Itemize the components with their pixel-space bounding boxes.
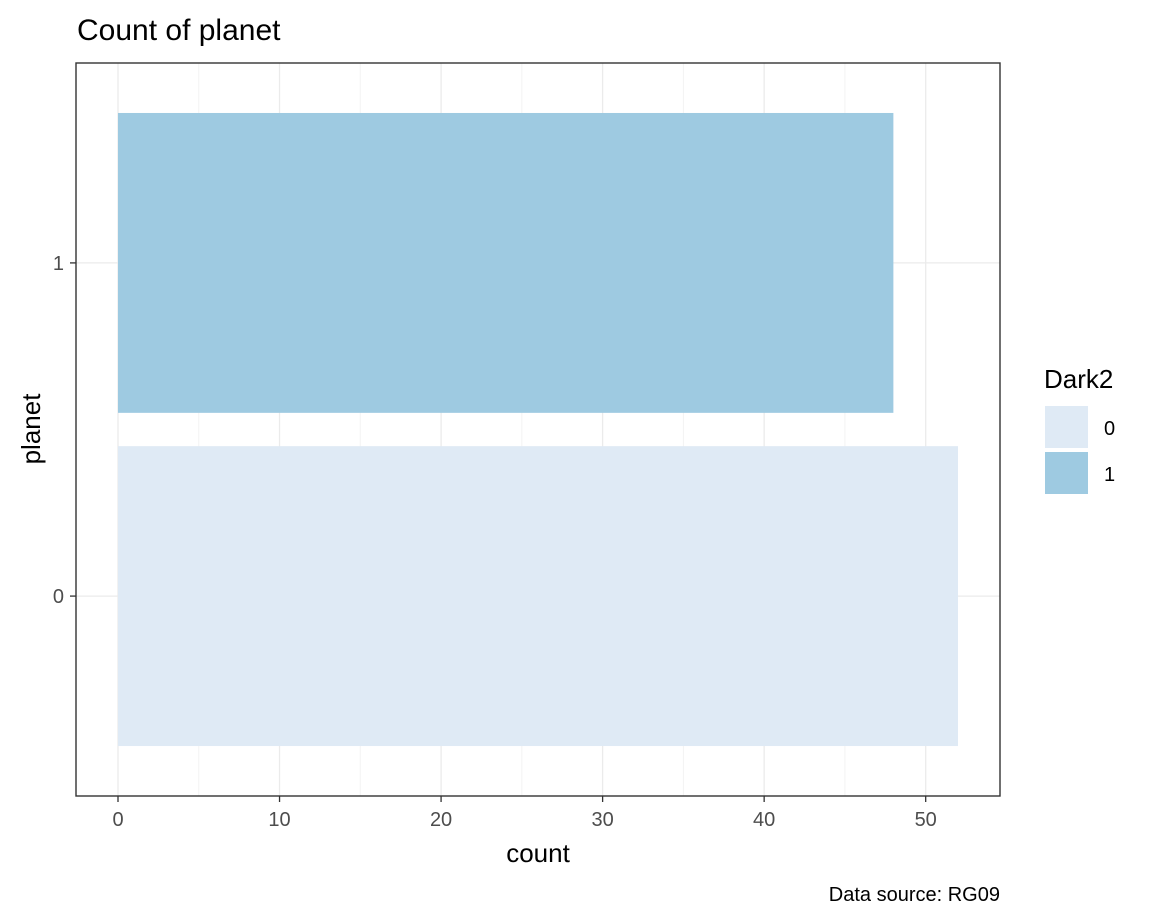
x-tick-label: 50 [915, 809, 937, 831]
x-tick-label: 40 [753, 809, 775, 831]
caption: Data source: RG09 [829, 884, 1000, 906]
legend-label-0: 0 [1104, 418, 1115, 440]
legend-title: Dark2 [1044, 364, 1113, 394]
legend-key-1 [1045, 452, 1088, 494]
legend-key-0 [1045, 406, 1088, 448]
y-tick-label: 1 [53, 253, 64, 275]
bar-1 [118, 112, 894, 413]
x-axis-title: count [506, 838, 570, 868]
legend-keys: 01 [1045, 406, 1115, 494]
y-axis-title: planet [16, 393, 46, 465]
chart-title: Count of planet [77, 14, 281, 47]
bars [118, 112, 958, 747]
x-axis: 0 10 20 30 40 50 [112, 796, 937, 831]
y-axis: 01 [53, 253, 76, 608]
panel-border [75, 62, 1001, 797]
legend: Dark2 01 [1044, 364, 1115, 494]
bar-0 [118, 446, 958, 747]
x-tick-label: 0 [112, 809, 123, 831]
x-tick-label: 30 [591, 809, 613, 831]
x-tick-label: 10 [268, 809, 290, 831]
x-tick-label: 20 [430, 809, 452, 831]
legend-label-1: 1 [1104, 464, 1115, 486]
y-tick-label: 0 [53, 586, 64, 608]
